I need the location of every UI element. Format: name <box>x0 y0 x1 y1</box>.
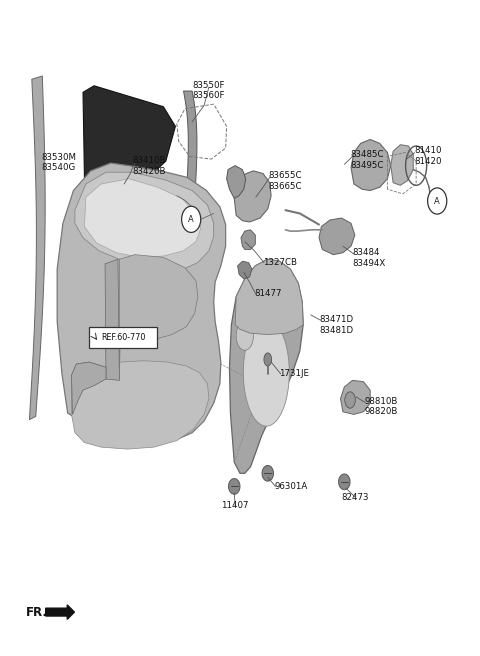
Circle shape <box>181 206 201 232</box>
FancyBboxPatch shape <box>89 327 157 348</box>
Polygon shape <box>72 361 209 449</box>
Polygon shape <box>340 380 370 415</box>
Polygon shape <box>83 86 175 187</box>
FancyArrow shape <box>46 605 74 619</box>
Polygon shape <box>234 171 271 222</box>
Text: 83550F
83560F: 83550F 83560F <box>192 81 225 100</box>
Polygon shape <box>241 230 255 249</box>
Polygon shape <box>75 173 214 269</box>
Polygon shape <box>183 91 197 235</box>
Text: A: A <box>188 215 194 224</box>
Polygon shape <box>351 140 391 190</box>
Polygon shape <box>29 76 45 420</box>
Ellipse shape <box>345 392 355 408</box>
Polygon shape <box>391 145 413 185</box>
Ellipse shape <box>264 353 272 366</box>
Text: 83471D
83481D: 83471D 83481D <box>319 315 353 335</box>
Text: 83485C
83495C: 83485C 83495C <box>350 150 384 170</box>
Polygon shape <box>84 178 201 257</box>
Circle shape <box>428 188 447 214</box>
Polygon shape <box>338 474 350 489</box>
Polygon shape <box>120 255 198 380</box>
Text: 83484
83494X: 83484 83494X <box>352 248 386 268</box>
Text: 11407: 11407 <box>221 501 249 510</box>
Text: 81477: 81477 <box>254 289 282 298</box>
Text: 83410B
83420B: 83410B 83420B <box>132 157 166 176</box>
Text: REF.60-770: REF.60-770 <box>101 333 145 342</box>
Polygon shape <box>319 218 355 255</box>
Polygon shape <box>243 319 289 426</box>
Text: 83655C
83665C: 83655C 83665C <box>269 171 302 191</box>
Text: FR.: FR. <box>25 605 48 619</box>
Polygon shape <box>227 166 246 198</box>
Polygon shape <box>236 321 253 350</box>
Polygon shape <box>228 479 240 494</box>
Polygon shape <box>72 362 106 415</box>
Polygon shape <box>235 259 303 335</box>
Polygon shape <box>229 259 303 474</box>
Polygon shape <box>238 261 252 279</box>
Polygon shape <box>57 163 226 441</box>
Text: 96301A: 96301A <box>275 482 308 491</box>
Polygon shape <box>262 466 274 481</box>
Text: 98810B
98820B: 98810B 98820B <box>364 397 398 417</box>
Polygon shape <box>105 259 120 380</box>
Text: 83530M
83540G: 83530M 83540G <box>41 153 76 173</box>
Text: A: A <box>434 197 440 205</box>
Text: 81410
81420: 81410 81420 <box>415 146 442 166</box>
Text: 1731JE: 1731JE <box>279 369 309 378</box>
Text: 1327CB: 1327CB <box>263 258 297 267</box>
Text: 82473: 82473 <box>341 493 369 502</box>
